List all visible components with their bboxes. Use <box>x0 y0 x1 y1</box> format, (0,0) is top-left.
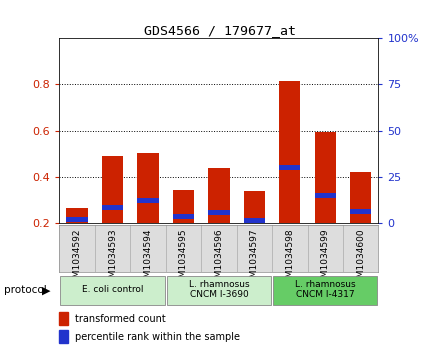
Bar <box>102 156 123 223</box>
Bar <box>350 209 371 214</box>
Text: GSM1034593: GSM1034593 <box>108 229 117 289</box>
Text: GSM1034592: GSM1034592 <box>73 229 82 289</box>
Bar <box>350 172 371 223</box>
Text: percentile rank within the sample: percentile rank within the sample <box>75 332 240 342</box>
Bar <box>173 214 194 219</box>
Bar <box>244 191 265 223</box>
Bar <box>137 153 159 223</box>
Text: GSM1034596: GSM1034596 <box>214 229 224 289</box>
Text: GSM1034597: GSM1034597 <box>250 229 259 289</box>
Bar <box>59 330 68 343</box>
Bar <box>208 168 230 223</box>
Bar <box>102 204 123 209</box>
Text: L. rhamnosus
CNCM I-3690: L. rhamnosus CNCM I-3690 <box>189 280 249 299</box>
Bar <box>66 208 88 223</box>
Text: GDS4566 / 179677_at: GDS4566 / 179677_at <box>144 24 296 37</box>
Text: GSM1034595: GSM1034595 <box>179 229 188 289</box>
Bar <box>137 197 159 203</box>
Bar <box>173 190 194 223</box>
Bar <box>59 312 68 325</box>
Text: GSM1034599: GSM1034599 <box>321 229 330 289</box>
Bar <box>315 193 336 198</box>
Text: GSM1034600: GSM1034600 <box>356 229 365 289</box>
Text: transformed count: transformed count <box>75 314 165 324</box>
Bar <box>244 219 265 224</box>
Text: protocol: protocol <box>4 285 47 295</box>
Bar <box>66 217 88 222</box>
Bar <box>208 210 230 215</box>
Bar <box>279 165 301 170</box>
Text: GSM1034594: GSM1034594 <box>143 229 153 289</box>
Text: E. coli control: E. coli control <box>82 285 143 294</box>
Bar <box>279 81 301 223</box>
FancyBboxPatch shape <box>167 276 271 305</box>
Text: GSM1034598: GSM1034598 <box>285 229 294 289</box>
FancyBboxPatch shape <box>60 276 165 305</box>
FancyBboxPatch shape <box>273 276 378 305</box>
Bar <box>315 132 336 223</box>
Text: ▶: ▶ <box>42 285 50 295</box>
Text: L. rhamnosus
CNCM I-4317: L. rhamnosus CNCM I-4317 <box>295 280 356 299</box>
